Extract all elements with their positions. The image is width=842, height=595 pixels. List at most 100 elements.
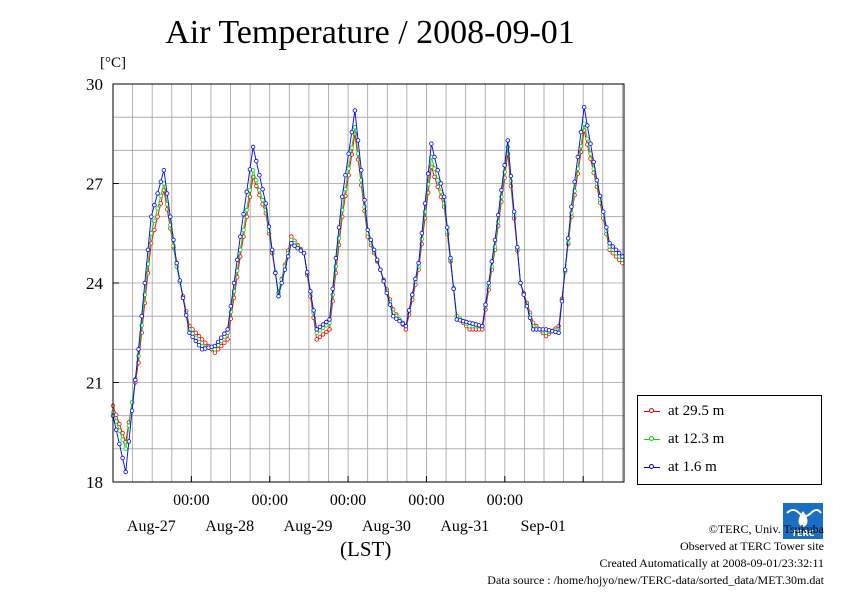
data-point bbox=[343, 172, 348, 178]
data-point bbox=[499, 187, 504, 193]
data-point bbox=[416, 260, 421, 266]
observed-text: Observed at TERC Tower site bbox=[679, 539, 824, 553]
data-point bbox=[238, 234, 243, 239]
data-point bbox=[378, 267, 383, 272]
data-point bbox=[225, 327, 230, 332]
data-point bbox=[604, 225, 609, 230]
data-point bbox=[505, 138, 510, 143]
chart-title: Air Temperature / 2008-09-01 bbox=[165, 14, 575, 51]
data-point bbox=[336, 225, 342, 230]
data-point bbox=[196, 343, 202, 348]
data-point bbox=[432, 174, 437, 180]
data-point bbox=[572, 179, 577, 184]
data-point bbox=[343, 187, 348, 192]
data-point bbox=[133, 377, 138, 383]
data-point bbox=[295, 245, 300, 251]
data-point bbox=[145, 247, 151, 252]
data-point bbox=[384, 290, 389, 296]
data-point bbox=[515, 245, 520, 250]
x-tick-time-label: 00:00 bbox=[330, 492, 366, 509]
data-point bbox=[597, 193, 603, 199]
data-point bbox=[301, 250, 307, 256]
data-point bbox=[317, 324, 323, 330]
data-point bbox=[273, 270, 278, 276]
data-point bbox=[183, 313, 189, 318]
x-axis-label: (LST) bbox=[340, 537, 392, 561]
data-point bbox=[260, 197, 265, 203]
data-point bbox=[231, 280, 237, 286]
data-point bbox=[346, 151, 351, 156]
data-point bbox=[486, 280, 491, 286]
data-point bbox=[113, 427, 119, 432]
data-point bbox=[180, 295, 186, 301]
series-layer bbox=[110, 104, 625, 475]
data-point bbox=[171, 237, 176, 243]
data-point bbox=[524, 304, 530, 309]
data-point bbox=[352, 108, 358, 113]
x-tick-time-label: 00:00 bbox=[173, 492, 209, 509]
data-point bbox=[588, 141, 593, 146]
data-point bbox=[518, 280, 523, 286]
data-point bbox=[445, 225, 450, 230]
data-point bbox=[158, 193, 163, 199]
data-point bbox=[340, 194, 345, 199]
data-point bbox=[451, 286, 456, 291]
data-point bbox=[410, 292, 415, 297]
data-point bbox=[333, 255, 338, 261]
data-point bbox=[435, 177, 440, 183]
data-point bbox=[193, 338, 198, 344]
data-point bbox=[190, 334, 195, 340]
data-point bbox=[368, 237, 374, 243]
data-point bbox=[298, 248, 303, 253]
legend-item: at 1.6 m bbox=[644, 457, 717, 477]
data-point bbox=[349, 145, 354, 150]
data-point bbox=[419, 236, 424, 242]
data-point bbox=[120, 437, 125, 442]
series-at-1-6-m bbox=[110, 104, 625, 475]
data-point bbox=[129, 408, 135, 413]
data-point bbox=[244, 189, 249, 194]
data-point bbox=[324, 329, 329, 335]
data-point bbox=[174, 260, 179, 266]
data-point bbox=[270, 247, 275, 252]
data-point bbox=[365, 227, 370, 233]
data-point bbox=[585, 123, 590, 128]
data-point bbox=[247, 187, 253, 193]
copyright-text: ©TERC, Univ. Tsukuba bbox=[708, 522, 824, 536]
x-tick-date-label: Aug-31 bbox=[440, 518, 489, 535]
data-point bbox=[320, 332, 326, 337]
legend-label: at 1.6 m bbox=[668, 458, 717, 475]
data-point bbox=[324, 319, 329, 325]
data-point bbox=[527, 315, 533, 320]
data-point bbox=[241, 211, 246, 217]
data-point bbox=[362, 197, 367, 203]
data-point bbox=[199, 337, 205, 342]
data-point bbox=[276, 294, 281, 299]
y-tick-label: 21 bbox=[86, 374, 103, 393]
data-point bbox=[120, 430, 125, 436]
data-point bbox=[152, 227, 157, 233]
data-point bbox=[508, 173, 514, 179]
data-point bbox=[215, 339, 221, 345]
data-point bbox=[610, 244, 615, 249]
data-point bbox=[617, 250, 622, 256]
data-point bbox=[203, 340, 208, 345]
data-point bbox=[591, 159, 596, 165]
data-point bbox=[222, 331, 227, 336]
data-point bbox=[403, 323, 409, 329]
data-point bbox=[511, 209, 517, 214]
data-point bbox=[601, 209, 606, 214]
data-point bbox=[260, 187, 265, 192]
data-point bbox=[126, 439, 132, 444]
data-point bbox=[578, 129, 584, 135]
data-point bbox=[282, 267, 288, 272]
y-tick-label: 18 bbox=[86, 473, 103, 492]
x-tick-date-label: Aug-30 bbox=[362, 518, 411, 535]
data-point bbox=[585, 136, 590, 141]
data-point bbox=[575, 154, 580, 160]
terc-logo-icon: TERC bbox=[783, 503, 823, 539]
x-tick-date-label: Aug-27 bbox=[127, 518, 176, 535]
data-point bbox=[613, 247, 619, 252]
data-point bbox=[305, 270, 310, 275]
